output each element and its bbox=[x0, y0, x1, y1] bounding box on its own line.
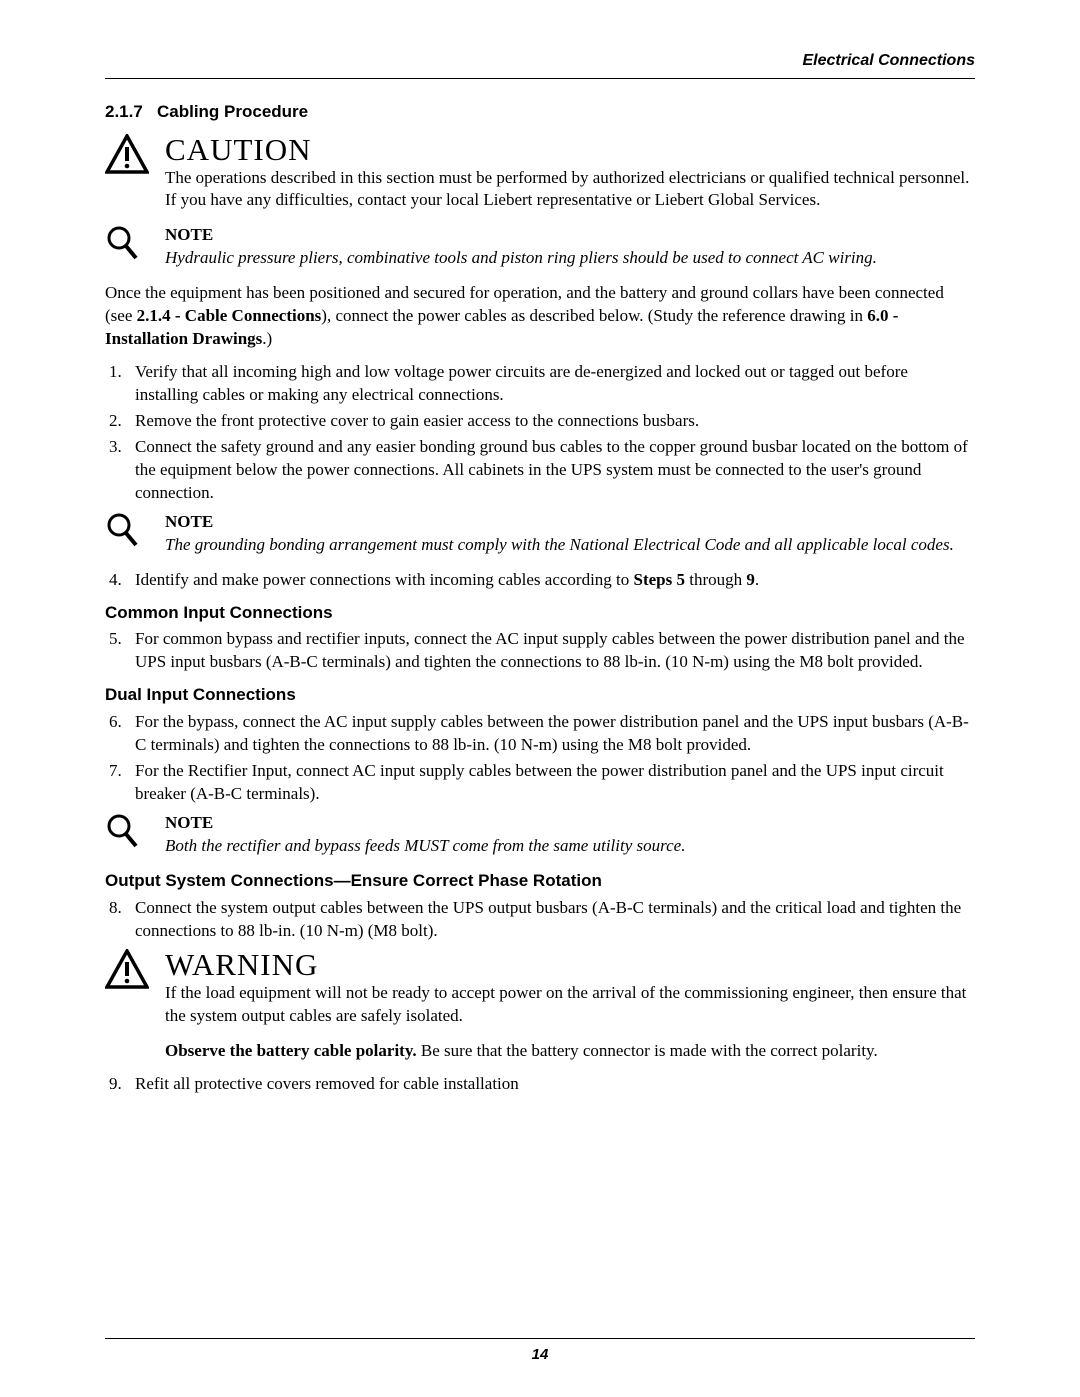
dual-steps: 6.For the bypass, connect the AC input s… bbox=[105, 711, 975, 806]
list-item: 4. Identify and make power connections w… bbox=[105, 569, 975, 592]
caution-text: The operations described in this section… bbox=[165, 167, 975, 213]
bottom-rule bbox=[105, 1338, 975, 1339]
step-number: 8. bbox=[105, 897, 135, 943]
note-block-3: NOTE Both the rectifier and bypass feeds… bbox=[105, 812, 975, 858]
magnifier-icon bbox=[105, 224, 165, 262]
step-text: For common bypass and rectifier inputs, … bbox=[135, 628, 975, 674]
warning-triangle-icon bbox=[105, 134, 165, 174]
note1-text: Hydraulic pressure pliers, combinative t… bbox=[165, 247, 975, 270]
step-number: 6. bbox=[105, 711, 135, 757]
magnifier-icon bbox=[105, 812, 165, 850]
intro-ref1: 2.1.4 - Cable Connections bbox=[137, 306, 322, 325]
step-number: 1. bbox=[105, 361, 135, 407]
section-title: Cabling Procedure bbox=[157, 102, 308, 121]
list-item: 8. Connect the system output cables betw… bbox=[105, 897, 975, 943]
list-item: 5. For common bypass and rectifier input… bbox=[105, 628, 975, 674]
note-block-1: NOTE Hydraulic pressure pliers, combinat… bbox=[105, 224, 975, 270]
step-text: Verify that all incoming high and low vo… bbox=[135, 361, 975, 407]
note1-label: NOTE bbox=[165, 224, 975, 247]
list-item: 2.Remove the front protective cover to g… bbox=[105, 410, 975, 433]
step-9: 9. Refit all protective covers removed f… bbox=[105, 1073, 975, 1096]
step-text: Remove the front protective cover to gai… bbox=[135, 410, 975, 433]
list-item: 3.Connect the safety ground and any easi… bbox=[105, 436, 975, 505]
common-heading: Common Input Connections bbox=[105, 602, 975, 625]
page-footer: 14 bbox=[105, 1338, 975, 1365]
magnifier-icon bbox=[105, 511, 165, 549]
note-block-2: NOTE The grounding bonding arrangement m… bbox=[105, 511, 975, 557]
list-item: 1.Verify that all incoming high and low … bbox=[105, 361, 975, 407]
step-text: Connect the safety ground and any easier… bbox=[135, 436, 975, 505]
note2-text: The grounding bonding arrangement must c… bbox=[165, 534, 975, 557]
warning-triangle-icon bbox=[105, 949, 165, 989]
step-text: For the Rectifier Input, connect AC inpu… bbox=[135, 760, 975, 806]
polarity-paragraph: Observe the battery cable polarity. Be s… bbox=[165, 1040, 975, 1063]
list-item: 6.For the bypass, connect the AC input s… bbox=[105, 711, 975, 757]
intro-paragraph: Once the equipment has been positioned a… bbox=[105, 282, 975, 351]
caution-label: CAUTION bbox=[165, 134, 975, 165]
step-text: For the bypass, connect the AC input sup… bbox=[135, 711, 975, 757]
step-text: Connect the system output cables between… bbox=[135, 897, 975, 943]
intro-post: .) bbox=[262, 329, 272, 348]
step-text: Identify and make power connections with… bbox=[135, 569, 975, 592]
step-number: 5. bbox=[105, 628, 135, 674]
step-number: 9. bbox=[105, 1073, 135, 1096]
step-4: 4. Identify and make power connections w… bbox=[105, 569, 975, 592]
common-steps: 5. For common bypass and rectifier input… bbox=[105, 628, 975, 674]
dual-heading: Dual Input Connections bbox=[105, 684, 975, 707]
page-number: 14 bbox=[105, 1345, 975, 1365]
warning-label: WARNING bbox=[165, 949, 975, 980]
section-number: 2.1.7 bbox=[105, 102, 143, 121]
steps-list-a: 1.Verify that all incoming high and low … bbox=[105, 361, 975, 505]
note3-text: Both the rectifier and bypass feeds MUST… bbox=[165, 835, 975, 858]
output-heading: Output System Connections—Ensure Correct… bbox=[105, 870, 975, 893]
caution-block: CAUTION The operations described in this… bbox=[105, 134, 975, 213]
step-number: 4. bbox=[105, 569, 135, 592]
step-text: Refit all protective covers removed for … bbox=[135, 1073, 975, 1096]
polarity-bold: Observe the battery cable polarity. bbox=[165, 1041, 417, 1060]
note2-label: NOTE bbox=[165, 511, 975, 534]
step-number: 7. bbox=[105, 760, 135, 806]
polarity-rest: Be sure that the battery connector is ma… bbox=[417, 1041, 878, 1060]
note3-label: NOTE bbox=[165, 812, 975, 835]
page-header: Electrical Connections bbox=[105, 50, 975, 72]
section-heading: 2.1.7 Cabling Procedure bbox=[105, 101, 975, 124]
list-item: 9. Refit all protective covers removed f… bbox=[105, 1073, 975, 1096]
intro-mid: ), connect the power cables as described… bbox=[321, 306, 867, 325]
warning-block: WARNING If the load equipment will not b… bbox=[105, 949, 975, 1028]
step-number: 2. bbox=[105, 410, 135, 433]
output-steps: 8. Connect the system output cables betw… bbox=[105, 897, 975, 943]
warning-text: If the load equipment will not be ready … bbox=[165, 982, 975, 1028]
list-item: 7.For the Rectifier Input, connect AC in… bbox=[105, 760, 975, 806]
top-rule bbox=[105, 78, 975, 79]
step-number: 3. bbox=[105, 436, 135, 505]
